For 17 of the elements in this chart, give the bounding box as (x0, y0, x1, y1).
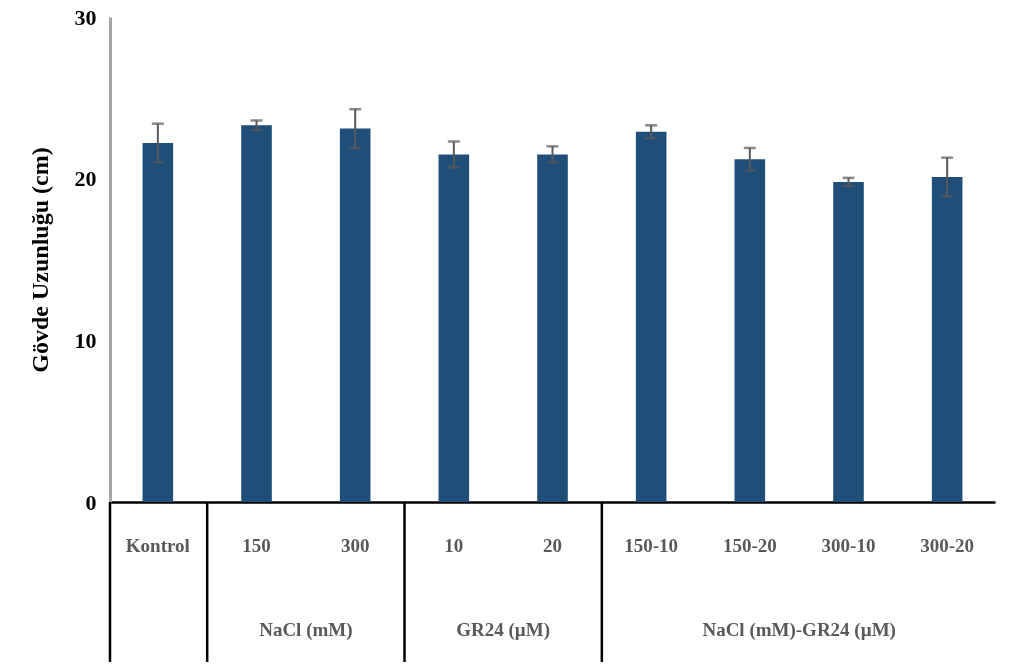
y-tick-label: 0 (85, 489, 97, 515)
text: NaCl (mM) (259, 619, 353, 641)
x-tick-label: 300-10 (821, 534, 876, 556)
x-tick-label: 300 (340, 534, 370, 556)
x-tick-label: 10 (444, 534, 464, 556)
text: GR24 (µM) (456, 619, 551, 641)
y-axis-title: Gövde Uzunluğu (cm) (26, 147, 53, 373)
x-tick-label: 150-20 (722, 534, 777, 556)
y-tick-label: 20 (74, 166, 97, 192)
x-tick-label: 150 (242, 534, 271, 556)
x-tick-label: 150-10 (624, 534, 679, 556)
y-tick-label: 30 (74, 4, 97, 30)
x-tick-label: 20 (543, 534, 562, 556)
x-tick-label: Kontrol (125, 534, 190, 556)
x-tick-label: 300-20 (920, 534, 975, 556)
y-tick-label: 10 (74, 327, 97, 353)
text: NaCl (mM)-GR24 (µM) (702, 619, 896, 641)
